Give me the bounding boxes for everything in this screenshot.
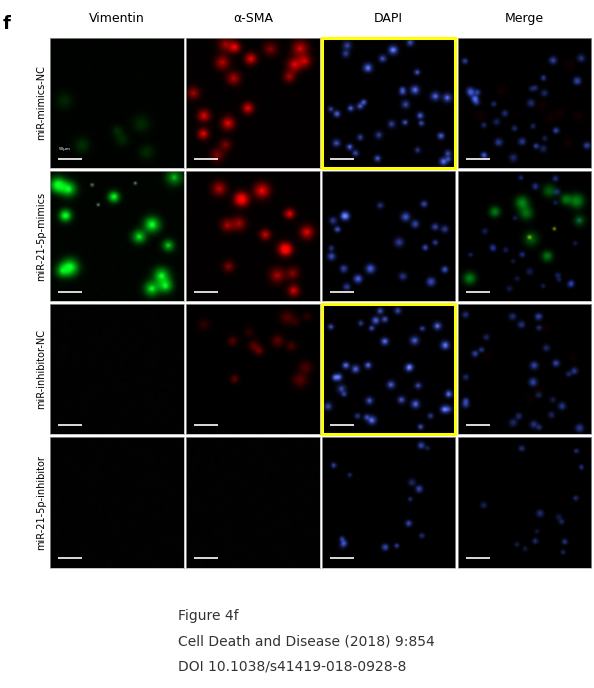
Text: DAPI: DAPI <box>374 12 403 25</box>
Text: miR-21-5p-inhibitor: miR-21-5p-inhibitor <box>36 455 46 550</box>
Text: miR-mimics-NC: miR-mimics-NC <box>36 65 46 140</box>
Text: miR-21-5p-mimics: miR-21-5p-mimics <box>36 191 46 281</box>
Text: Figure 4f: Figure 4f <box>178 609 239 623</box>
Text: Vimentin: Vimentin <box>89 12 145 25</box>
Text: Merge: Merge <box>505 12 544 25</box>
Text: f: f <box>3 15 11 33</box>
Text: miR-inhibitor-NC: miR-inhibitor-NC <box>36 330 46 409</box>
Text: DOI 10.1038/s41419-018-0928-8: DOI 10.1038/s41419-018-0928-8 <box>178 660 406 674</box>
Text: α-SMA: α-SMA <box>233 12 273 25</box>
Text: 50μm: 50μm <box>58 147 71 151</box>
Text: Cell Death and Disease (2018) 9:854: Cell Death and Disease (2018) 9:854 <box>178 634 435 648</box>
